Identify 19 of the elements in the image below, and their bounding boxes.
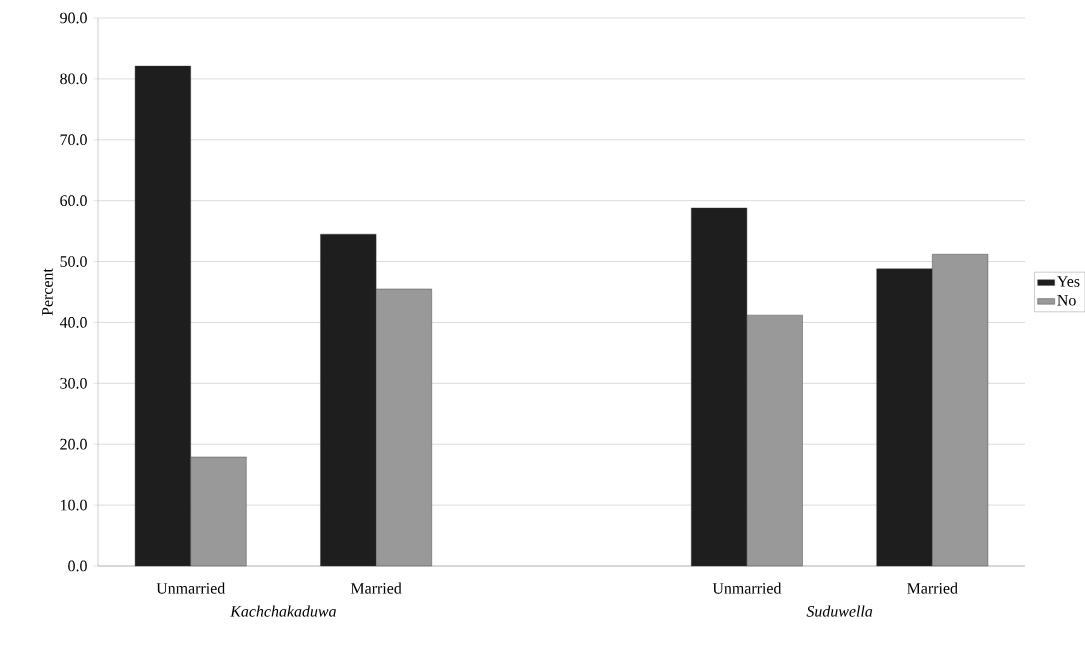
y-tick-label: 90.0 [60, 12, 87, 24]
text: Suduwella [806, 605, 873, 617]
legend-label: Yes [1057, 276, 1080, 287]
text: Kachchakaduwa [230, 605, 336, 617]
y-tick-label: 70.0 [60, 134, 87, 146]
y-tick-label: 80.0 [60, 73, 87, 85]
x-tick-label: Unmarried [712, 582, 782, 594]
y-tick-label: 50.0 [60, 256, 87, 267]
y-tick-label: 10.0 [61, 499, 87, 511]
x-tick-label: Married [907, 582, 958, 594]
x-tick-label: Married [350, 582, 402, 594]
y-tick-label: 30.0 [60, 377, 87, 389]
legend-label: No [1057, 294, 1076, 306]
x-tick-label: Unmarried [156, 582, 226, 594]
y-tick-label: 40.0 [59, 317, 87, 328]
y-axis-title: Percent [42, 268, 53, 316]
y-tick-label: 20.0 [60, 438, 87, 450]
y-tick-label: 60.0 [60, 195, 87, 207]
y-tick-label: 0.0 [68, 560, 87, 572]
